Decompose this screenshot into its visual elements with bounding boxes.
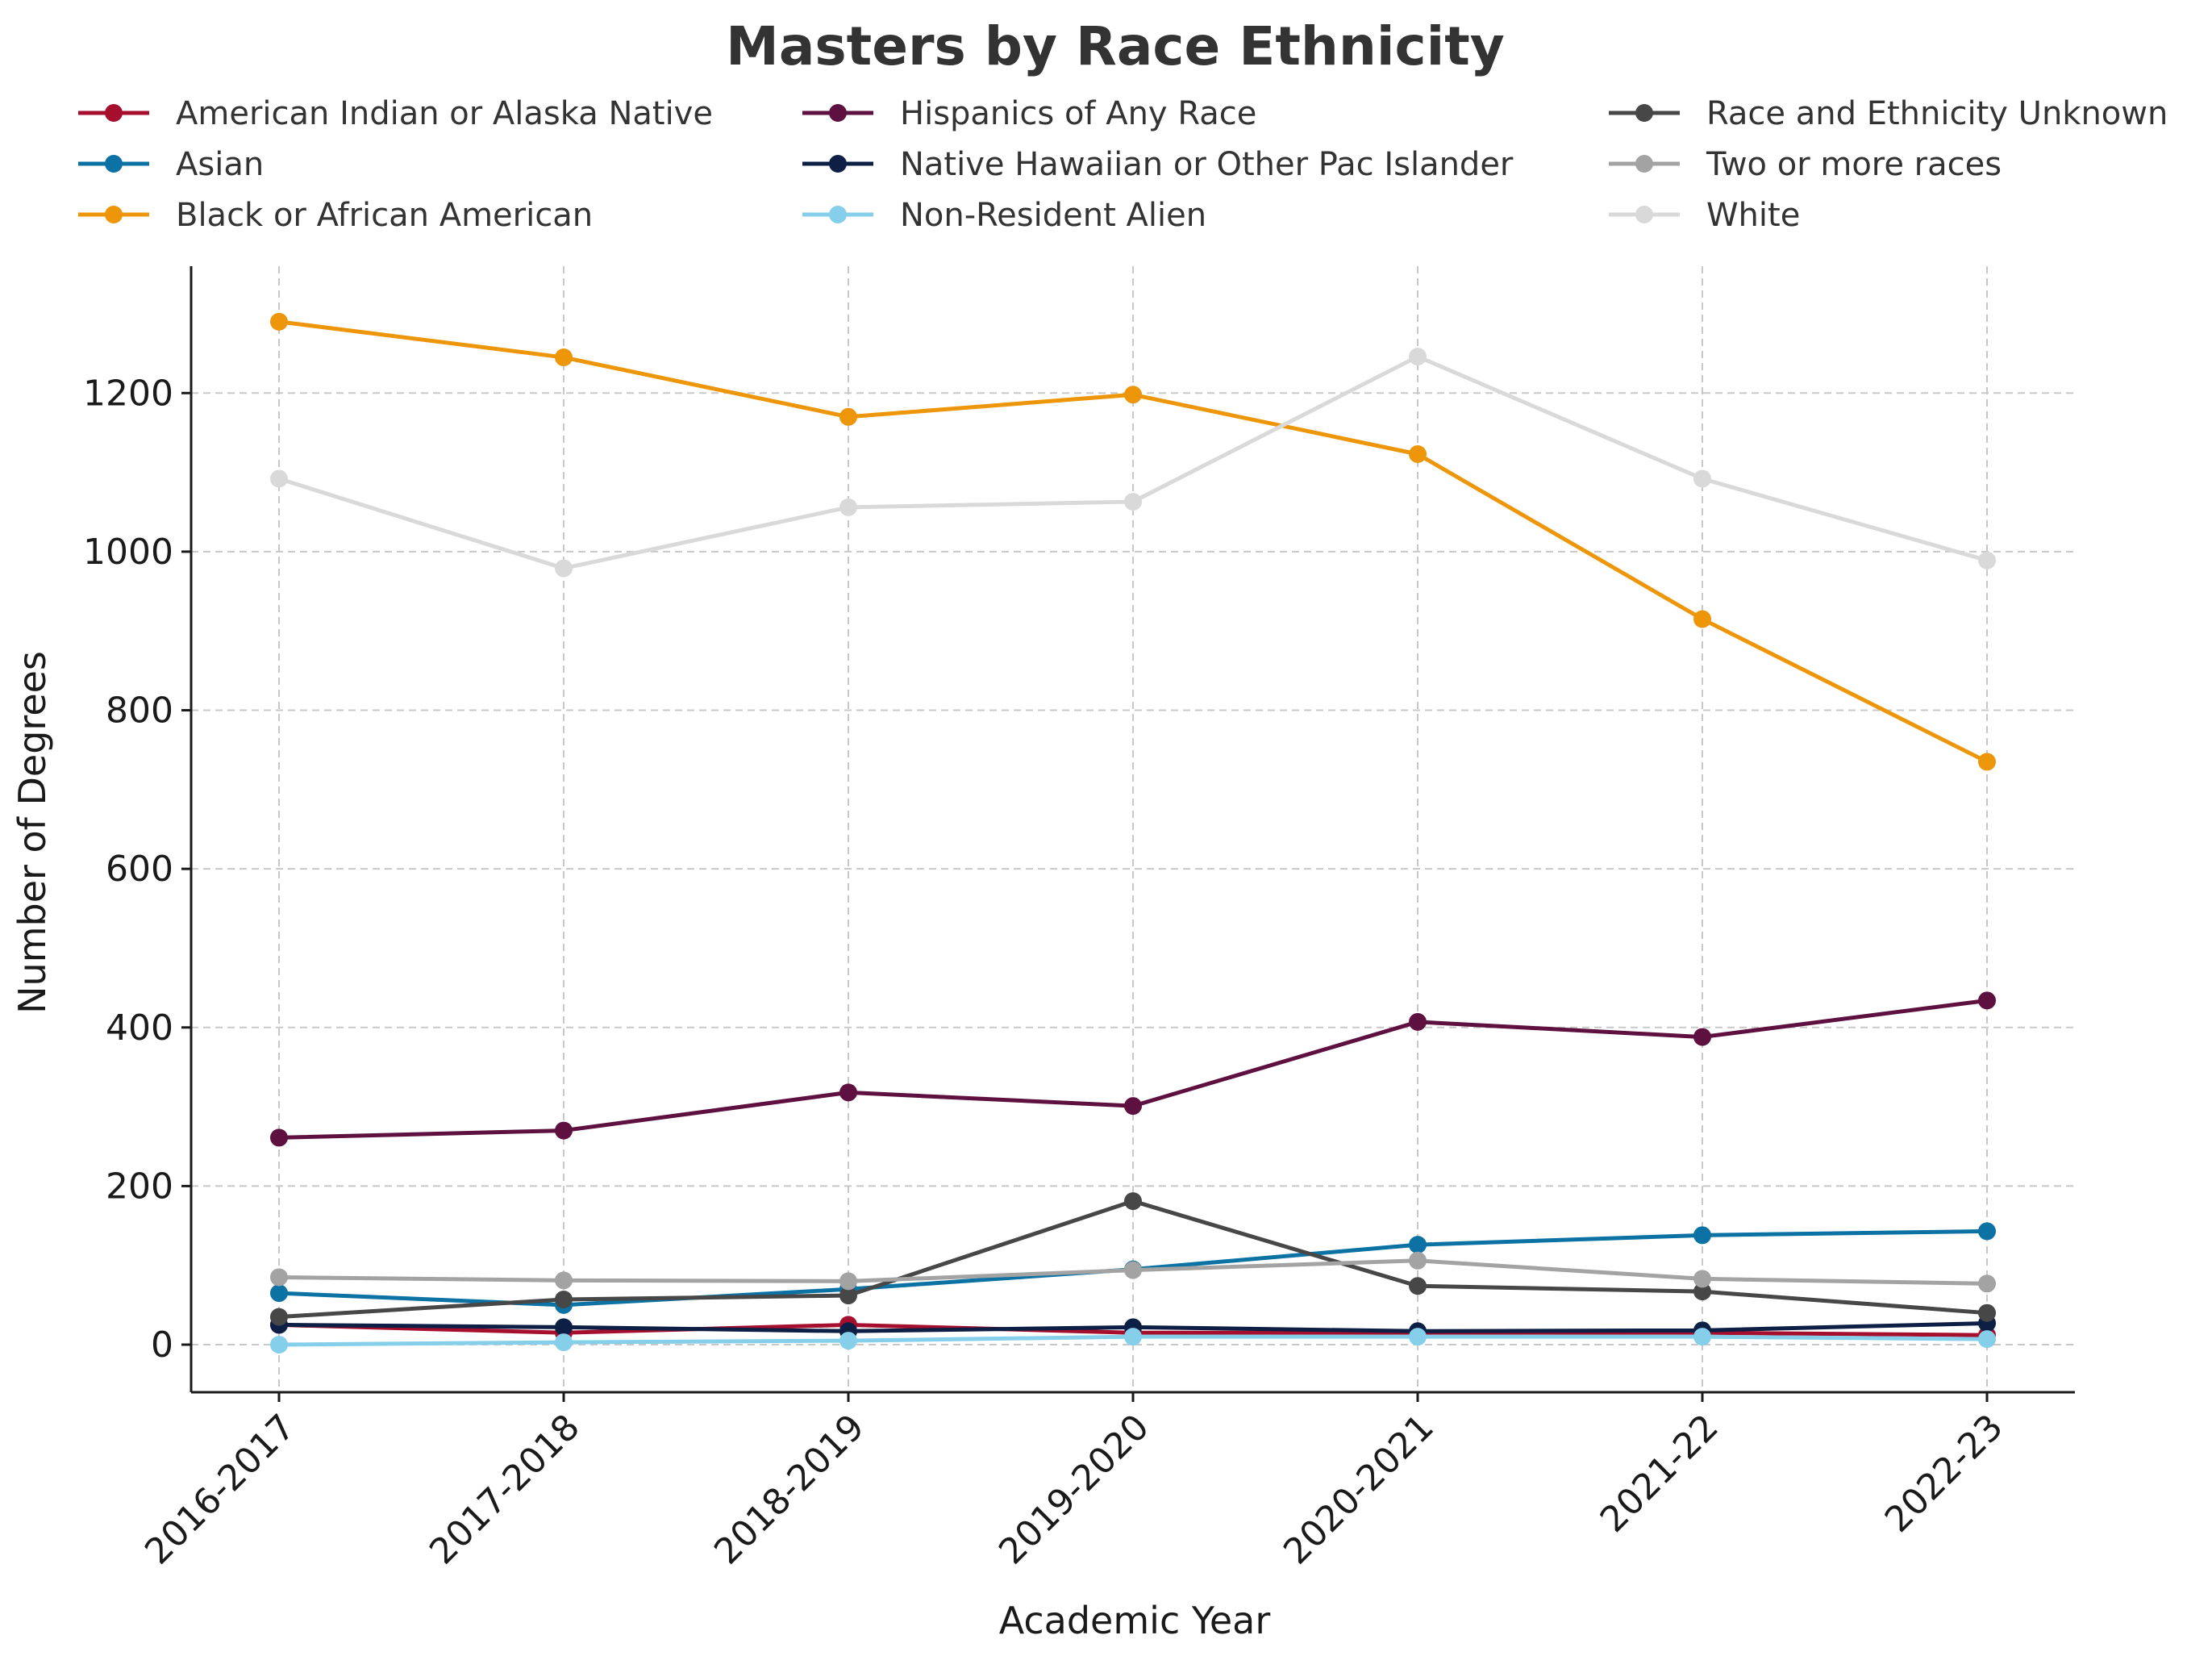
data-point (1978, 551, 1996, 569)
x-axis-label: Academic Year (999, 1599, 1271, 1642)
data-point (555, 1333, 573, 1352)
data-point (1693, 1270, 1711, 1288)
legend-label: Non-Resident Alien (900, 197, 1206, 234)
data-point (839, 1083, 857, 1102)
data-point (1124, 1328, 1142, 1346)
series-black-or-african-american (270, 312, 1996, 771)
legend-label: American Indian or Alaska Native (176, 95, 713, 132)
data-point (1978, 1330, 1996, 1349)
y-tick-label: 600 (106, 849, 173, 890)
legend-swatch-marker (105, 206, 123, 223)
data-point (1409, 1251, 1427, 1270)
series-non-resident-alien (270, 1328, 1996, 1354)
legend-label: Race and Ethnicity Unknown (1706, 95, 2168, 132)
data-point (1978, 753, 1996, 771)
data-point (555, 1290, 573, 1308)
series-two-or-more-races (270, 1251, 1996, 1293)
data-point (555, 348, 573, 367)
legend-entry: Race and Ethnicity Unknown (1609, 95, 2168, 132)
legend-label: Hispanics of Any Race (900, 95, 1256, 132)
legend-swatch-marker (1635, 155, 1653, 173)
legend-swatch-marker (105, 104, 123, 122)
y-tick-label: 400 (106, 1007, 173, 1049)
legend-entry: American Indian or Alaska Native (78, 95, 713, 132)
data-point (839, 407, 857, 426)
data-point (270, 1128, 288, 1147)
series-white (270, 348, 1996, 578)
y-tick-label: 1200 (83, 373, 173, 414)
legend-label: Black or African American (176, 197, 593, 234)
data-point (1409, 1277, 1427, 1295)
data-point (555, 1121, 573, 1140)
data-point (270, 312, 288, 331)
data-point (555, 1318, 573, 1337)
data-point (555, 559, 573, 578)
data-point (1978, 1274, 1996, 1293)
legend-swatch-marker (829, 104, 847, 122)
data-point (1124, 386, 1142, 404)
legend-swatch-marker (829, 155, 847, 173)
data-point (1124, 492, 1142, 511)
legend-label: Two or more races (1706, 146, 2002, 183)
legend-label: White (1706, 197, 1800, 234)
chart-title: Masters by Race Ethnicity (726, 15, 1505, 77)
legend: American Indian or Alaska Native Asian Bla… (78, 95, 2168, 234)
data-point (1693, 1226, 1711, 1245)
legend-entry: Non-Resident Alien (802, 197, 1206, 234)
data-point (555, 1271, 573, 1290)
legend-swatch-marker (829, 206, 847, 223)
data-point (1409, 444, 1427, 463)
data-point (839, 1272, 857, 1291)
data-point (1409, 348, 1427, 366)
grid-lines (191, 266, 2075, 1392)
data-point (1124, 1261, 1142, 1279)
y-axis-label: Number of Degrees (10, 651, 54, 1014)
data-point (1978, 991, 1996, 1010)
data-point (1409, 1012, 1427, 1031)
legend-entry: Black or African American (78, 197, 593, 234)
data-point (1693, 1328, 1711, 1346)
legend-entry: Hispanics of Any Race (802, 95, 1256, 132)
y-tick-label: 0 (151, 1324, 173, 1366)
legend-swatch-marker (1635, 206, 1653, 223)
data-point (1978, 1304, 1996, 1322)
legend-label: Native Hawaiian or Other Pac Islander (900, 146, 1514, 183)
data-point (270, 1308, 288, 1326)
series-race-and-ethnicity-unknown (270, 1192, 1996, 1326)
legend-entry: White (1609, 197, 1800, 234)
legend-entry: Two or more races (1609, 146, 2002, 183)
legend-entry: Native Hawaiian or Other Pac Islander (802, 146, 1514, 183)
data-point (270, 469, 288, 488)
data-point (270, 1268, 288, 1287)
data-point (270, 1336, 288, 1354)
data-point (1409, 1236, 1427, 1254)
data-point (1693, 1028, 1711, 1046)
y-tick-label: 200 (106, 1166, 173, 1207)
data-point (1409, 1328, 1427, 1346)
legend-swatch-marker (105, 155, 123, 173)
y-tick-label: 1000 (83, 532, 173, 573)
data-point (1693, 1283, 1711, 1301)
data-point (1124, 1097, 1142, 1116)
data-point (839, 1287, 857, 1305)
legend-swatch-marker (1635, 104, 1653, 122)
data-point (270, 1284, 288, 1303)
y-tick-label: 800 (106, 690, 173, 732)
legend-entry: Asian (78, 146, 264, 183)
data-point (839, 1332, 857, 1350)
legend-label: Asian (176, 146, 264, 183)
series-hispanics-of-any-race (270, 991, 1996, 1147)
data-point (1124, 1192, 1142, 1211)
series-layer (270, 312, 1996, 1354)
data-point (1978, 1222, 1996, 1241)
data-point (839, 498, 857, 516)
data-point (1693, 469, 1711, 488)
data-point (1693, 610, 1711, 628)
